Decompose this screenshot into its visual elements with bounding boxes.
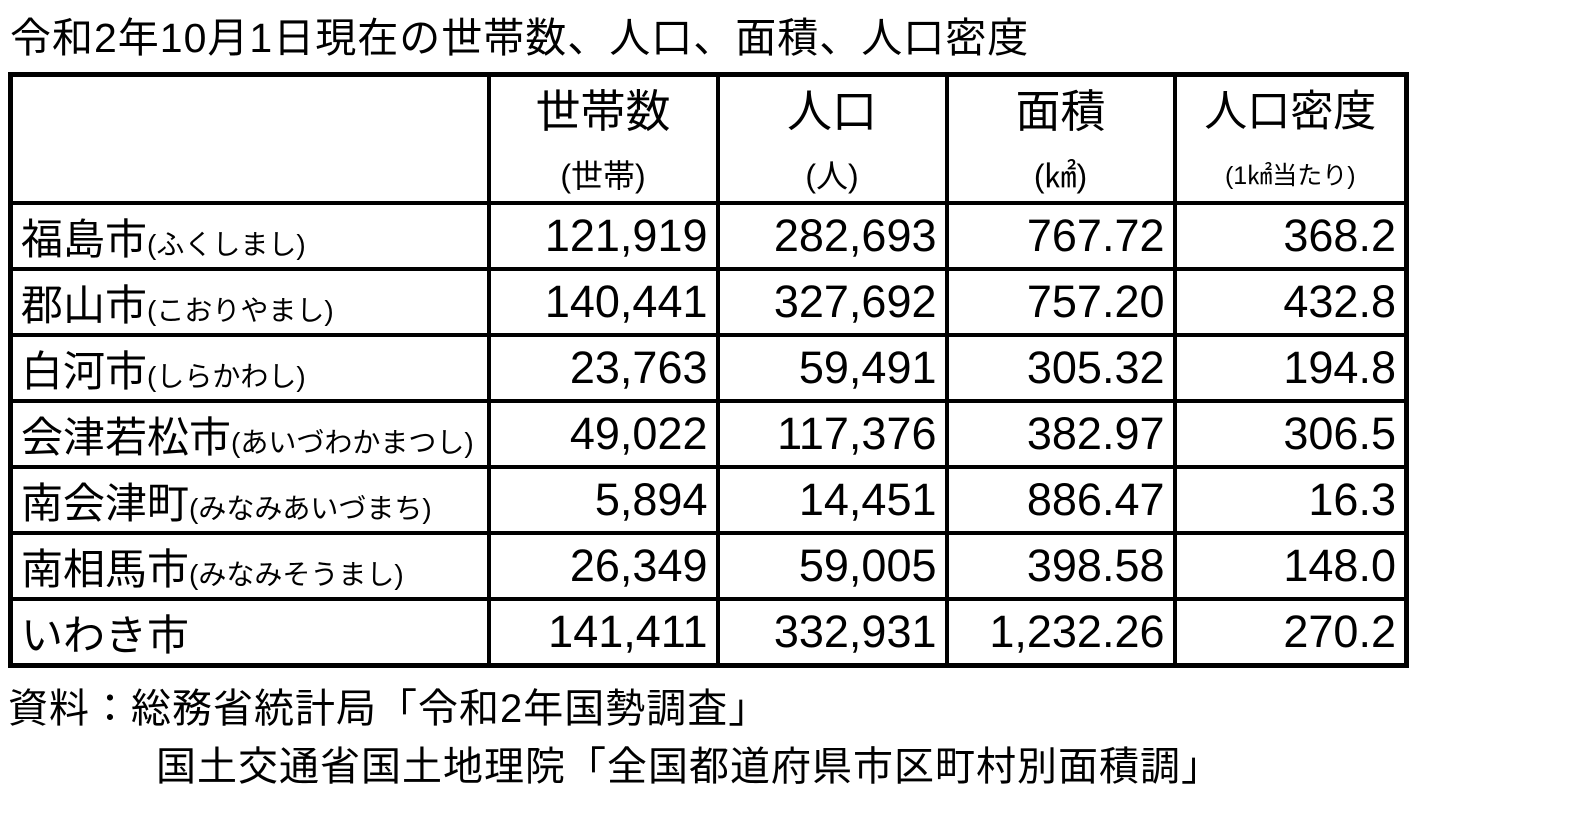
density-value: 194.8 — [1172, 333, 1409, 403]
header-area-unit: (㎢) — [1033, 157, 1088, 194]
population-value: 117,376 — [715, 399, 949, 469]
city-name: 郡山市 — [21, 281, 148, 329]
city-name: 南会津町 — [21, 479, 190, 527]
header-households: 世帯数 (世帯) — [486, 72, 720, 205]
households-value: 121,919 — [486, 201, 720, 271]
city-name-cell: 福島市(ふくしまし) — [8, 201, 491, 271]
city-reading: (みなみあいづまち) — [189, 492, 432, 524]
page-title: 令和2年10月1日現在の世帯数、人口、面積、人口密度 — [10, 15, 1030, 61]
city-reading: (ふくしまし) — [147, 228, 306, 260]
population-value: 327,692 — [715, 267, 949, 337]
source-notes: 資料：総務省統計局「令和2年国勢調査」 国土交通省国土地理院「全国都道府県市区町… — [8, 680, 1579, 796]
population-value: 332,931 — [715, 597, 949, 668]
source-line-census: 資料：総務省統計局「令和2年国勢調査」 — [8, 687, 770, 731]
table-row-fukushima: 福島市(ふくしまし) 121,919 282,693 767.72 368.2 — [8, 201, 1409, 271]
header-households-unit: (世帯) — [560, 157, 646, 194]
city-name: 白河市 — [21, 347, 148, 395]
city-reading: (しらかわし) — [147, 360, 306, 392]
density-value: 368.2 — [1172, 201, 1409, 271]
density-value: 148.0 — [1172, 531, 1409, 601]
households-value: 23,763 — [486, 333, 720, 403]
density-value: 270.2 — [1172, 597, 1409, 668]
header-households-label: 世帯数 — [535, 85, 671, 137]
city-name-cell: 白河市(しらかわし) — [8, 333, 491, 403]
city-name-cell: 郡山市(こおりやまし) — [8, 267, 491, 337]
area-value: 757.20 — [944, 267, 1177, 337]
area-value: 382.97 — [944, 399, 1177, 469]
density-value: 16.3 — [1172, 465, 1409, 535]
table-row-iwaki: いわき市 141,411 332,931 1,232.26 270.2 — [8, 597, 1409, 668]
header-area-label: 面積 — [1015, 85, 1106, 137]
city-name-cell: いわき市 — [8, 597, 491, 668]
density-value: 432.8 — [1172, 267, 1409, 337]
city-name-cell: 南会津町(みなみあいづまち) — [8, 465, 491, 535]
area-value: 767.72 — [944, 201, 1177, 271]
city-name-cell: 南相馬市(みなみそうまし) — [8, 531, 491, 601]
city-name: 会津若松市 — [21, 413, 232, 461]
header-population-label: 人口 — [786, 85, 877, 137]
households-value: 26,349 — [486, 531, 720, 601]
households-value: 140,441 — [486, 267, 720, 337]
density-value: 306.5 — [1172, 399, 1409, 469]
table-row-minamiaizu: 南会津町(みなみあいづまち) 5,894 14,451 886.47 16.3 — [8, 465, 1409, 535]
header-population-unit: (人) — [805, 157, 859, 194]
population-value: 59,005 — [715, 531, 949, 601]
area-value: 1,232.26 — [944, 597, 1177, 668]
population-value: 282,693 — [715, 201, 949, 271]
area-value: 886.47 — [944, 465, 1177, 535]
city-reading: (みなみそうまし) — [189, 558, 404, 590]
households-value: 49,022 — [486, 399, 720, 469]
table-row-koriyama: 郡山市(こおりやまし) 140,441 327,692 757.20 432.8 — [8, 267, 1409, 337]
population-stats-table: 世帯数 (世帯) 人口 (人) 面積 (㎢) 人口密度 (1㎢当たり) — [8, 72, 1409, 668]
header-density: 人口密度 (1㎢当たり) — [1172, 72, 1409, 205]
header-city-blank — [8, 72, 491, 205]
city-reading: (こおりやまし) — [147, 294, 334, 326]
city-name: 南相馬市 — [21, 545, 190, 593]
table-row-aizuwakamatsu: 会津若松市(あいづわかまつし) 49,022 117,376 382.97 30… — [8, 399, 1409, 469]
households-value: 5,894 — [486, 465, 720, 535]
header-area: 面積 (㎢) — [944, 72, 1177, 205]
area-value: 398.58 — [944, 531, 1177, 601]
city-reading: (あいづわかまつし) — [231, 426, 474, 458]
header-density-unit: (1㎢当たり) — [1224, 162, 1356, 190]
header-population: 人口 (人) — [715, 72, 949, 205]
header-density-label: 人口密度 — [1204, 88, 1377, 136]
population-value: 14,451 — [715, 465, 949, 535]
table-row-shirakawa: 白河市(しらかわし) 23,763 59,491 305.32 194.8 — [8, 333, 1409, 403]
area-value: 305.32 — [944, 333, 1177, 403]
city-name: 福島市 — [21, 215, 148, 263]
page: 令和2年10月1日現在の世帯数、人口、面積、人口密度 世帯数 (世帯) 人口 (… — [0, 4, 1579, 796]
city-name-cell: 会津若松市(あいづわかまつし) — [8, 399, 491, 469]
population-value: 59,491 — [715, 333, 949, 403]
table-row-minamisoma: 南相馬市(みなみそうまし) 26,349 59,005 398.58 148.0 — [8, 531, 1409, 601]
households-value: 141,411 — [486, 597, 720, 668]
header-row: 世帯数 (世帯) 人口 (人) 面積 (㎢) 人口密度 (1㎢当たり) — [8, 72, 1409, 205]
city-name: いわき市 — [21, 611, 190, 659]
source-line-area-survey: 国土交通省国土地理院「全国都道府県市区町村別面積調」 — [156, 745, 1222, 789]
